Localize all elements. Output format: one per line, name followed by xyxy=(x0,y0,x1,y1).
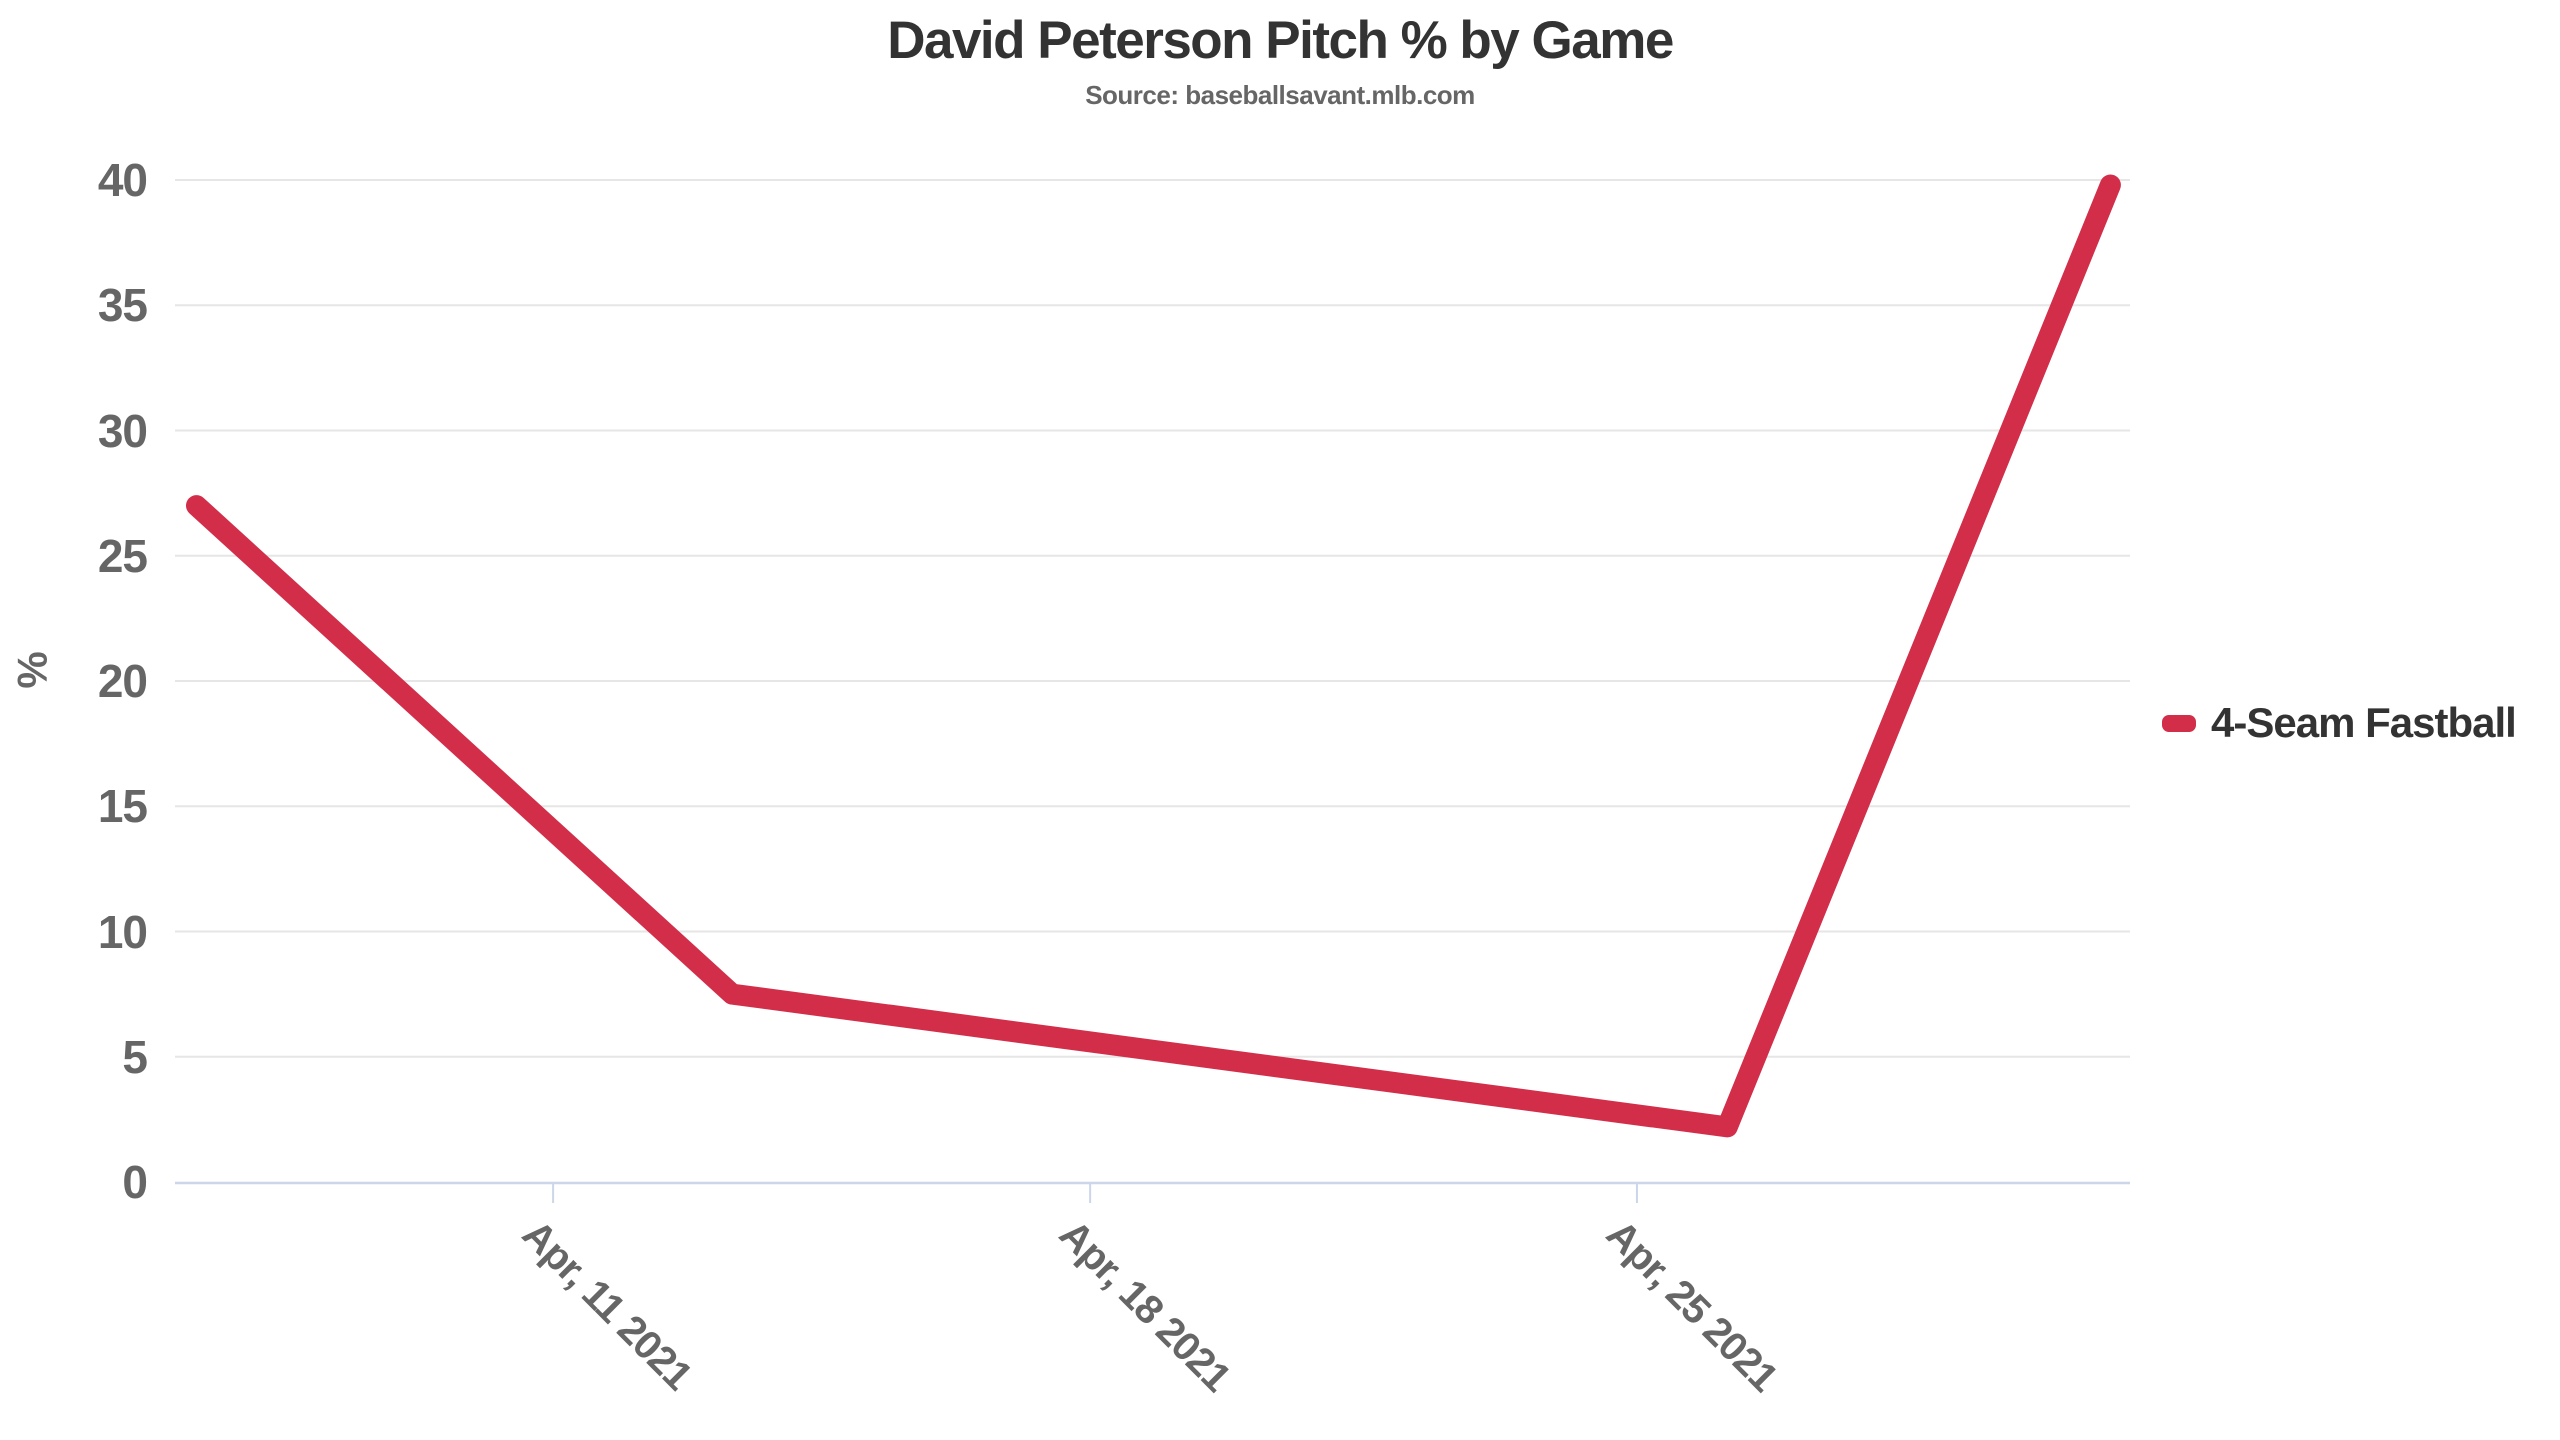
y-axis-label-15: 15 xyxy=(97,780,148,833)
y-axis-label-20: 20 xyxy=(97,655,148,707)
y-axis-label-10: 10 xyxy=(97,905,148,958)
y-axis-label-0: 0 xyxy=(122,1156,148,1208)
y-axis-label-40: 40 xyxy=(97,154,148,206)
y-axis-label-5: 5 xyxy=(122,1030,148,1083)
y-axis-label-35: 35 xyxy=(97,279,148,332)
y-axis-label-25: 25 xyxy=(97,529,148,582)
series-line-4-seam-fastball[interactable] xyxy=(186,174,2121,1138)
chart-title: David Peterson Pitch % by Game xyxy=(887,11,1674,70)
y-axis-label-30: 30 xyxy=(97,404,148,457)
legend-swatch-icon xyxy=(2162,714,2196,732)
legend-label: 4-Seam Fastball xyxy=(2211,699,2517,746)
chart-subtitle: Source: baseballsavant.mlb.com xyxy=(1085,80,1475,110)
legend-item-4-seam-fastball[interactable]: 4-Seam Fastball xyxy=(2162,699,2517,747)
